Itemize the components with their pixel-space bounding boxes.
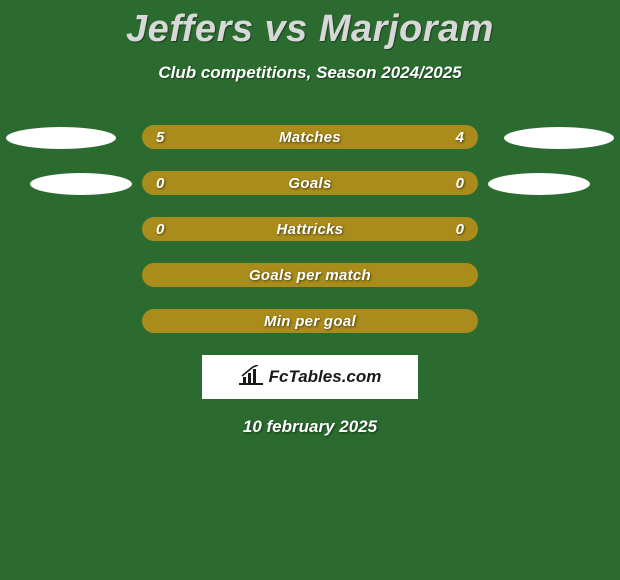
stat-row-hattricks: 0 Hattricks 0 xyxy=(0,217,620,241)
stat-value-right: 4 xyxy=(456,129,464,146)
stat-pill: 0 Hattricks 0 xyxy=(142,217,478,241)
blob-right xyxy=(504,127,614,149)
stat-label: Min per goal xyxy=(264,313,356,330)
logo-box: FcTables.com xyxy=(202,355,418,399)
chart-icon xyxy=(239,365,263,390)
stat-value-right: 0 xyxy=(456,221,464,238)
stat-value-right: 0 xyxy=(456,175,464,192)
date-text: 10 february 2025 xyxy=(0,417,620,437)
stats-rows: 5 Matches 4 0 Goals 0 0 Hattricks 0 Goal… xyxy=(0,125,620,333)
stat-label: Goals xyxy=(288,175,331,192)
stat-pill: Min per goal xyxy=(142,309,478,333)
blob-left xyxy=(30,173,132,195)
stat-pill: 5 Matches 4 xyxy=(142,125,478,149)
stat-value-left: 5 xyxy=(156,129,164,146)
stat-label: Matches xyxy=(279,129,341,146)
stat-pill: Goals per match xyxy=(142,263,478,287)
stat-label: Hattricks xyxy=(277,221,344,238)
stat-value-left: 0 xyxy=(156,175,164,192)
page-title: Jeffers vs Marjoram xyxy=(0,0,620,51)
stat-row-matches: 5 Matches 4 xyxy=(0,125,620,149)
stat-value-left: 0 xyxy=(156,221,164,238)
stat-row-min-per-goal: Min per goal xyxy=(0,309,620,333)
subtitle: Club competitions, Season 2024/2025 xyxy=(0,63,620,83)
blob-left xyxy=(6,127,116,149)
stat-label: Goals per match xyxy=(249,267,371,284)
stat-pill: 0 Goals 0 xyxy=(142,171,478,195)
blob-right xyxy=(488,173,590,195)
stat-row-goals: 0 Goals 0 xyxy=(0,171,620,195)
stat-row-goals-per-match: Goals per match xyxy=(0,263,620,287)
logo-text: FcTables.com xyxy=(269,367,382,387)
